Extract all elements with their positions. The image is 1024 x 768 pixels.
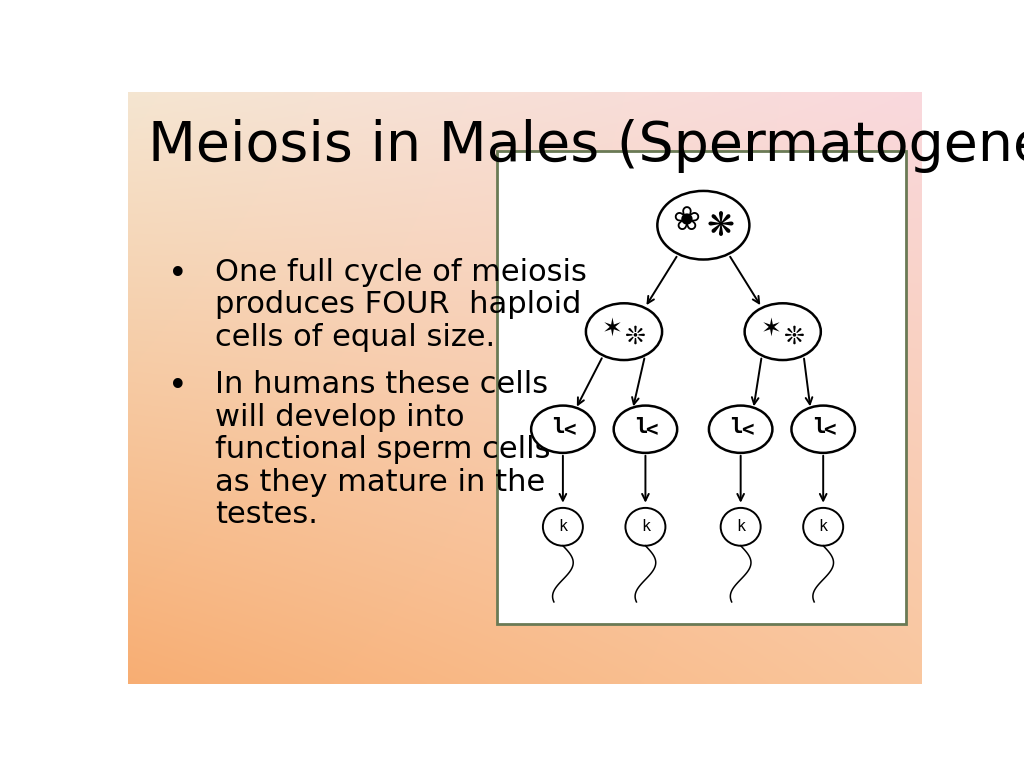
Text: l: l	[635, 417, 648, 437]
Text: l: l	[553, 417, 565, 437]
Text: will develop into: will develop into	[215, 402, 465, 432]
Circle shape	[586, 303, 663, 360]
Circle shape	[531, 406, 595, 453]
Text: k: k	[558, 519, 567, 535]
Text: <: <	[645, 420, 658, 440]
Bar	[497, 151, 906, 624]
Text: <: <	[823, 420, 836, 440]
Text: ✶: ✶	[760, 316, 781, 341]
Ellipse shape	[543, 508, 583, 546]
Text: •: •	[168, 370, 187, 403]
Text: <: <	[563, 420, 575, 440]
Circle shape	[657, 191, 750, 260]
Text: produces FOUR  haploid: produces FOUR haploid	[215, 290, 582, 319]
Text: as they mature in the: as they mature in the	[215, 468, 546, 497]
Ellipse shape	[803, 508, 843, 546]
Text: k: k	[641, 519, 650, 535]
Text: ❋: ❋	[707, 210, 735, 243]
Circle shape	[792, 406, 855, 453]
Text: ❊: ❊	[784, 324, 805, 349]
Circle shape	[613, 406, 677, 453]
Text: l: l	[813, 417, 825, 437]
Circle shape	[744, 303, 821, 360]
Ellipse shape	[721, 508, 761, 546]
Text: ❀: ❀	[672, 204, 699, 237]
Ellipse shape	[626, 508, 666, 546]
Text: •: •	[168, 258, 187, 291]
Text: k: k	[818, 519, 827, 535]
Text: k: k	[736, 519, 745, 535]
Text: l: l	[730, 417, 743, 437]
Text: ✶: ✶	[601, 316, 623, 341]
Text: In humans these cells: In humans these cells	[215, 370, 549, 399]
Text: Meiosis in Males (Spermatogenesis): Meiosis in Males (Spermatogenesis)	[147, 119, 1024, 173]
Text: <: <	[740, 420, 754, 440]
Text: cells of equal size.: cells of equal size.	[215, 323, 496, 352]
Circle shape	[709, 406, 772, 453]
Text: ❊: ❊	[626, 324, 646, 349]
Text: functional sperm cells: functional sperm cells	[215, 435, 551, 464]
Text: One full cycle of meiosis: One full cycle of meiosis	[215, 258, 587, 286]
Text: testes.: testes.	[215, 500, 318, 529]
